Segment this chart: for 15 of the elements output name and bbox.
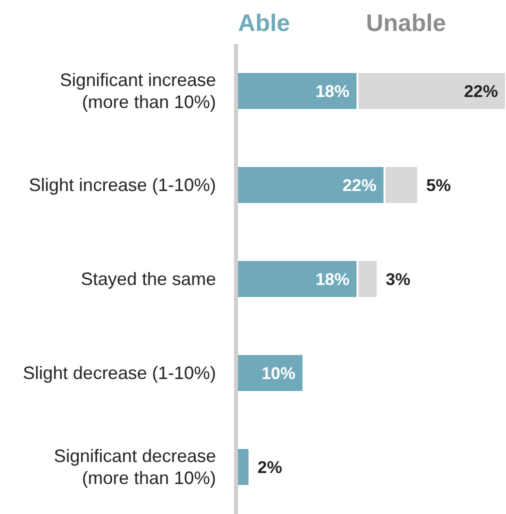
y-tick-label: Stayed the same: [80, 269, 216, 289]
data-label: 18%: [315, 82, 350, 101]
data-label: 22%: [464, 82, 498, 101]
y-tick-label: Significant increase (more than 10%): [60, 70, 216, 112]
series-label: Able: [238, 10, 290, 38]
y-tick-label: Significant decrease (more than 10%): [54, 446, 216, 488]
data-label: 10%: [261, 364, 296, 383]
data-label: 18%: [315, 270, 350, 289]
series-label: Unable: [366, 10, 446, 38]
y-tick-label: Slight decrease (1-10%): [22, 363, 216, 383]
data-label: 5%: [426, 176, 451, 195]
data-label: 3%: [386, 270, 410, 289]
data-label: 2%: [258, 458, 282, 477]
data-label: 22%: [342, 176, 376, 195]
y-tick-label: Slight increase (1-10%): [28, 175, 216, 195]
